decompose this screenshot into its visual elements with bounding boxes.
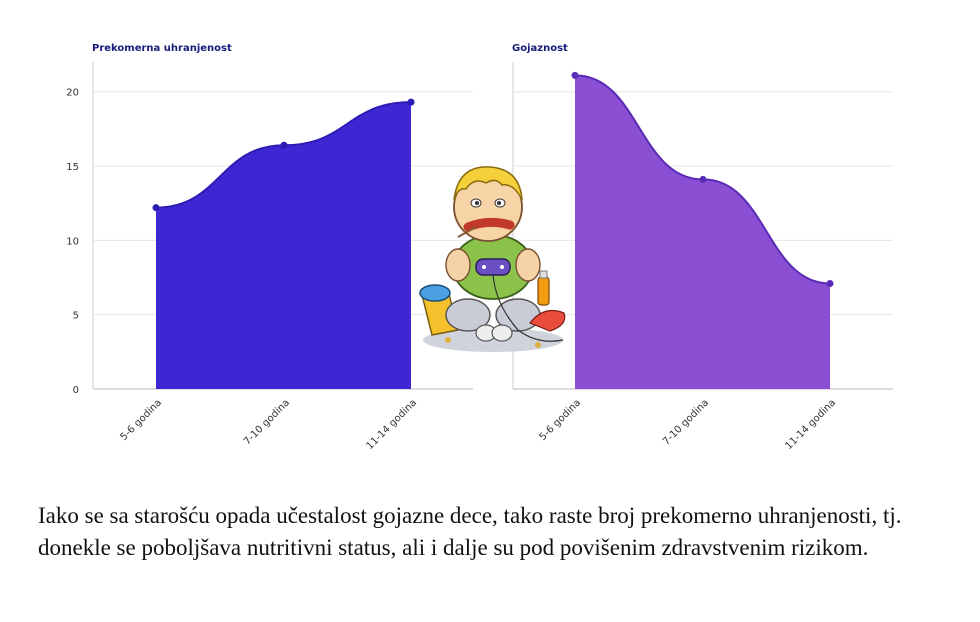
x-tick-label: 7-10 godina (242, 397, 292, 447)
x-ticks-right: 5-6 godina 7-10 godina 11-14 godina (537, 397, 838, 452)
points-right (571, 71, 834, 287)
data-point-right-0 (571, 71, 579, 79)
area-fill-left (156, 102, 411, 389)
x-tick-label: 11-14 godina (783, 397, 838, 452)
boy-eating-gaming-icon (419, 166, 566, 352)
x-tick-label: 7-10 godina (661, 397, 711, 447)
data-point-left-1 (280, 141, 288, 149)
charts-canvas: Prekomerna uhranjenost 0 5 10 15 20 5-6 godi… (66, 43, 893, 452)
data-point-right-1 (699, 175, 707, 183)
x-tick-label: 5-6 godina (118, 397, 164, 443)
data-point-right-2 (826, 279, 834, 287)
y-tick-label: 0 (73, 385, 79, 396)
points-left (152, 98, 415, 212)
y-tick-label: 15 (66, 162, 79, 173)
x-ticks-left: 5-6 godina 7-10 godina 11-14 godina (118, 397, 419, 452)
y-tick-label: 10 (66, 236, 79, 247)
chart-title-right: Gojaznost (512, 43, 568, 54)
data-point-left-2 (407, 98, 415, 106)
data-point-left-0 (152, 204, 160, 212)
x-tick-label: 5-6 godina (537, 397, 583, 443)
chart-title-left: Prekomerna uhranjenost (92, 43, 232, 54)
y-tick-label: 20 (66, 88, 79, 99)
chart-gojaznost: Gojaznost 5-6 godina 7-10 godina 11-14 god… (512, 43, 893, 452)
area-right (574, 74, 831, 390)
area-fill-right (575, 75, 830, 390)
caption-text: Iako se sa starošću opada učestalost goj… (38, 503, 902, 560)
chart-prekomerna-uhranjenost: Prekomerna uhranjenost 0 5 10 15 20 5-6 godi… (66, 43, 473, 452)
y-ticks-left: 0 5 10 15 20 (66, 88, 79, 396)
y-tick-label: 5 (73, 311, 79, 322)
x-tick-label: 11-14 godina (364, 397, 419, 452)
